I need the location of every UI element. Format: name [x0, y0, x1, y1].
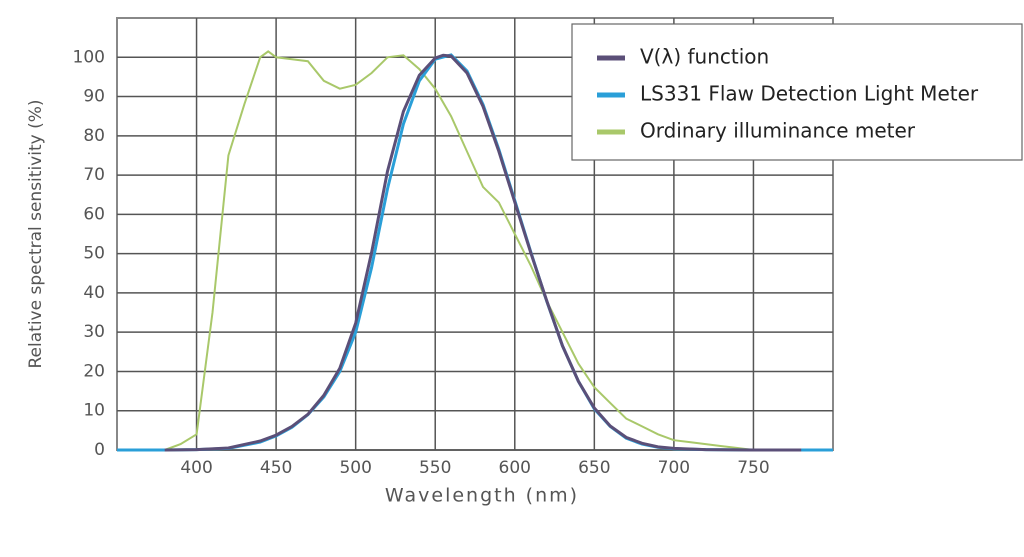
y-tick-label: 60 [83, 204, 105, 224]
y-axis-label: Relative spectral sensitivity (%) [26, 99, 46, 368]
legend-box [571, 23, 1023, 161]
x-axis-label: Wavelength (nm) [385, 485, 579, 507]
y-tick-label: 40 [83, 283, 105, 303]
y-tick-label: 70 [83, 165, 105, 185]
legend: V(λ) function LS331 Flaw Detection Light … [571, 23, 1023, 161]
y-tick-label: 0 [94, 440, 105, 460]
x-tick-label: 500 [339, 458, 371, 478]
lines [117, 50, 833, 452]
x-tick-label: 750 [737, 458, 769, 478]
x-tick-label: 550 [419, 458, 451, 478]
y-tick-label: 50 [83, 244, 105, 264]
x-tick-label: 600 [499, 458, 531, 478]
series-line [164, 50, 770, 451]
legend-label: V(λ) function [640, 45, 769, 69]
y-tick-label: 90 [83, 87, 105, 107]
y-tick-label: 100 [73, 47, 105, 67]
x-tick-label: 650 [578, 458, 610, 478]
ticks: 0 10 20 30 40 50 60 70 80 90 100 400 450 500 550 600 650… [73, 47, 770, 478]
y-tick-label: 30 [83, 322, 105, 342]
y-tick-label: 20 [83, 361, 105, 381]
x-tick-label: 700 [658, 458, 690, 478]
y-tick-label: 80 [83, 126, 105, 146]
legend-label: LS331 Flaw Detection Light Meter [640, 82, 979, 106]
x-tick-label: 450 [260, 458, 292, 478]
x-tick-label: 400 [180, 458, 212, 478]
series-line [164, 53, 802, 452]
y-tick-label: 10 [83, 401, 105, 421]
legend-label: Ordinary illuminance meter [640, 119, 916, 143]
